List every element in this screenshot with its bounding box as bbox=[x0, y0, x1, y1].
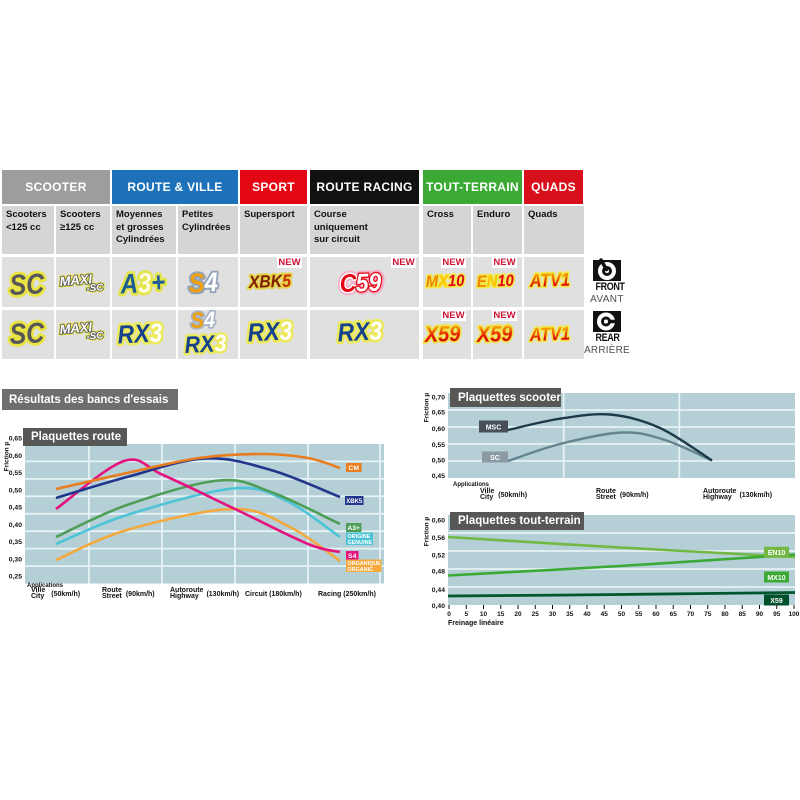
svg-text:S4: S4 bbox=[191, 309, 217, 334]
svg-text:0: 0 bbox=[447, 611, 451, 618]
svg-text:EN10: EN10 bbox=[768, 550, 786, 557]
svg-text:0,45: 0,45 bbox=[432, 473, 445, 480]
svg-text:0,55: 0,55 bbox=[432, 442, 445, 449]
svg-text:MSC: MSC bbox=[486, 424, 502, 431]
svg-text:-SC: -SC bbox=[86, 330, 105, 343]
svg-text:XBK5: XBK5 bbox=[248, 271, 292, 293]
svg-text:A3+: A3+ bbox=[119, 268, 166, 300]
svg-text:ORGANIC: ORGANIC bbox=[348, 567, 374, 573]
svg-text:0,35: 0,35 bbox=[9, 539, 22, 546]
svg-text:RX3: RX3 bbox=[184, 330, 228, 358]
svg-text:XBK5: XBK5 bbox=[346, 499, 363, 505]
svg-text:RX3: RX3 bbox=[247, 317, 294, 348]
svg-text:ATV1: ATV1 bbox=[528, 323, 570, 346]
svg-text:RX3: RX3 bbox=[337, 317, 384, 348]
svg-text:MX10: MX10 bbox=[426, 272, 466, 291]
svg-text:70: 70 bbox=[687, 611, 695, 618]
svg-text:RX3: RX3 bbox=[117, 319, 164, 350]
svg-text:25: 25 bbox=[532, 611, 540, 618]
svg-text:S4: S4 bbox=[188, 268, 219, 299]
svg-text:S4: S4 bbox=[190, 308, 216, 333]
svg-text:35: 35 bbox=[566, 611, 574, 618]
svg-text:80: 80 bbox=[721, 611, 729, 618]
svg-text:30: 30 bbox=[549, 611, 557, 618]
svg-text:65: 65 bbox=[670, 611, 678, 618]
svg-text:100: 100 bbox=[789, 611, 800, 618]
svg-text:90: 90 bbox=[756, 611, 764, 618]
svg-text:A3+: A3+ bbox=[347, 525, 360, 532]
svg-text:0,50: 0,50 bbox=[432, 457, 445, 464]
svg-text:XBK5: XBK5 bbox=[248, 271, 292, 293]
svg-text:0,48: 0,48 bbox=[432, 569, 445, 576]
svg-text:RX3: RX3 bbox=[117, 319, 164, 350]
svg-text:0,44: 0,44 bbox=[432, 587, 445, 594]
svg-text:RX3: RX3 bbox=[337, 317, 384, 348]
svg-text:0,40: 0,40 bbox=[9, 522, 22, 529]
svg-text:60: 60 bbox=[652, 611, 660, 618]
svg-text:0,45: 0,45 bbox=[9, 505, 22, 512]
svg-text:MX10: MX10 bbox=[426, 272, 466, 291]
svg-text:-SC: -SC bbox=[86, 282, 105, 295]
svg-text:85: 85 bbox=[739, 611, 747, 618]
svg-text:S4: S4 bbox=[190, 308, 216, 333]
svg-text:SC: SC bbox=[490, 455, 500, 462]
svg-text:75: 75 bbox=[704, 611, 712, 618]
svg-text:EN10: EN10 bbox=[477, 272, 515, 291]
svg-text:50: 50 bbox=[618, 611, 626, 618]
svg-text:45: 45 bbox=[601, 611, 609, 618]
svg-text:C: C bbox=[339, 269, 357, 298]
svg-text:S4: S4 bbox=[189, 269, 220, 300]
svg-text:X59: X59 bbox=[770, 598, 783, 605]
svg-text:0,50: 0,50 bbox=[9, 487, 22, 494]
svg-text:5: 5 bbox=[464, 611, 468, 618]
svg-text:ORGANIQUE: ORGANIQUE bbox=[348, 561, 382, 567]
svg-text:0,56: 0,56 bbox=[432, 535, 445, 542]
svg-text:MAXI: MAXI bbox=[59, 319, 93, 337]
svg-text:MAXI: MAXI bbox=[59, 271, 93, 289]
svg-text:ORIGINE: ORIGINE bbox=[348, 534, 371, 540]
svg-text:0,40: 0,40 bbox=[432, 603, 445, 610]
svg-text:ATV1: ATV1 bbox=[528, 269, 570, 292]
svg-text:40: 40 bbox=[583, 611, 591, 618]
svg-text:0,60: 0,60 bbox=[9, 453, 22, 460]
svg-text:S4: S4 bbox=[188, 268, 219, 299]
svg-text:95: 95 bbox=[773, 611, 781, 618]
svg-text:0,25: 0,25 bbox=[9, 574, 22, 581]
svg-text:-SC: -SC bbox=[86, 330, 105, 343]
svg-text:RX3: RX3 bbox=[184, 330, 228, 358]
svg-text:-SC: -SC bbox=[86, 282, 105, 295]
svg-text:GENUINE: GENUINE bbox=[348, 540, 373, 546]
svg-text:0,65: 0,65 bbox=[432, 410, 445, 417]
svg-text:EN10: EN10 bbox=[477, 272, 515, 291]
svg-text:X59: X59 bbox=[475, 322, 513, 347]
svg-text:0,65: 0,65 bbox=[9, 436, 22, 443]
svg-text:0,52: 0,52 bbox=[432, 553, 445, 560]
svg-text:0,60: 0,60 bbox=[432, 518, 445, 525]
svg-text:20: 20 bbox=[514, 611, 522, 618]
svg-text:0,30: 0,30 bbox=[9, 556, 22, 563]
svg-text:X59: X59 bbox=[423, 322, 461, 347]
svg-text:10: 10 bbox=[480, 611, 488, 618]
svg-text:SC: SC bbox=[9, 317, 46, 351]
svg-text:C59: C59 bbox=[339, 269, 383, 299]
svg-text:MAXI: MAXI bbox=[59, 271, 93, 289]
svg-text:MX10: MX10 bbox=[767, 575, 785, 582]
svg-text:A3+: A3+ bbox=[119, 268, 166, 300]
svg-text:SC: SC bbox=[9, 268, 46, 302]
svg-text:CM: CM bbox=[348, 465, 359, 472]
svg-text:0,70: 0,70 bbox=[432, 395, 445, 402]
svg-text:59: 59 bbox=[355, 269, 382, 298]
svg-text:55: 55 bbox=[635, 611, 643, 618]
svg-text:MAXI: MAXI bbox=[59, 319, 93, 337]
svg-text:15: 15 bbox=[497, 611, 505, 618]
svg-text:RX3: RX3 bbox=[247, 317, 294, 348]
svg-text:0,60: 0,60 bbox=[432, 426, 445, 433]
svg-text:S4: S4 bbox=[348, 553, 357, 560]
svg-text:0,55: 0,55 bbox=[9, 470, 22, 477]
